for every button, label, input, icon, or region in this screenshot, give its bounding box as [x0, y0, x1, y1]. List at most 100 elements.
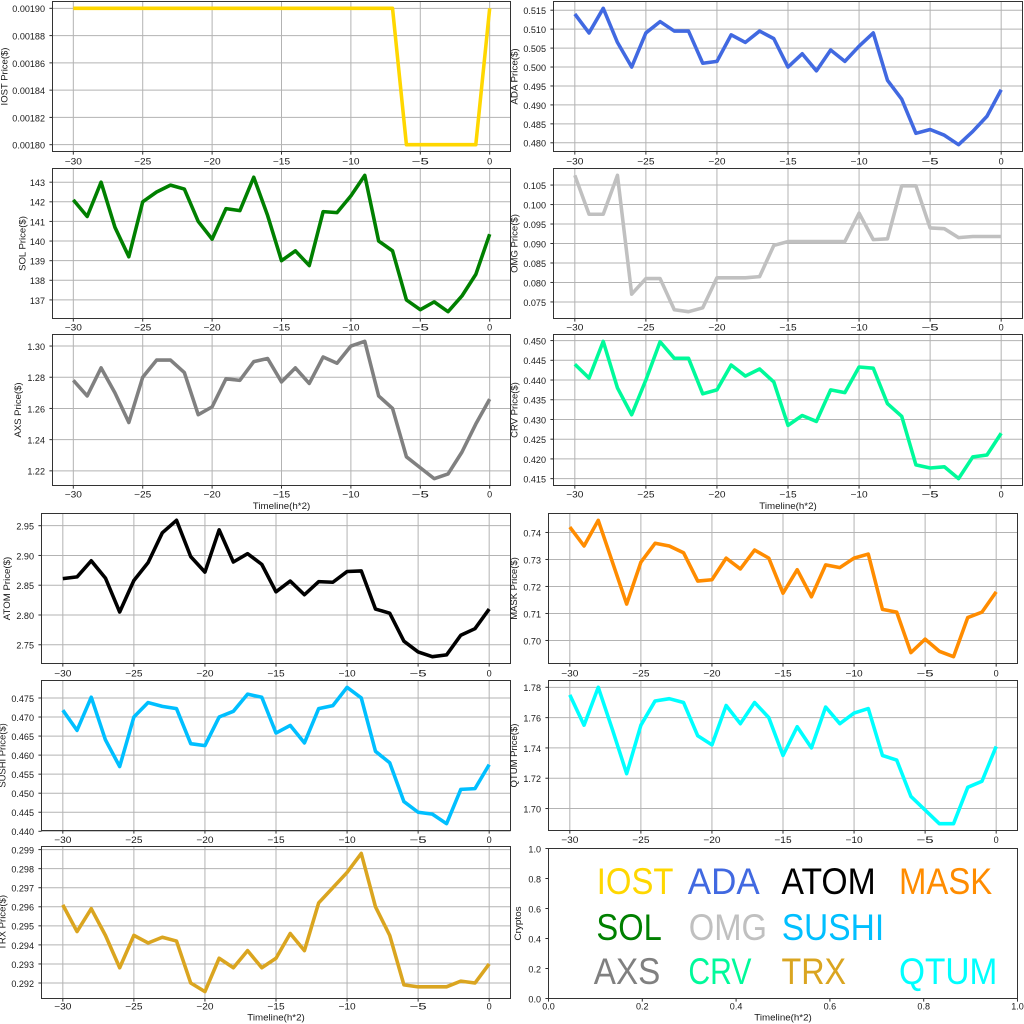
svg-text:−5: −5 — [917, 835, 934, 845]
svg-text:−5: −5 — [412, 157, 429, 167]
svg-text:−20: −20 — [196, 835, 213, 845]
svg-text:−30: −30 — [54, 835, 71, 845]
svg-text:2.80: 2.80 — [16, 611, 34, 621]
svg-text:−30: −30 — [566, 157, 583, 167]
svg-text:MASK: MASK — [899, 861, 992, 902]
svg-text:0.445: 0.445 — [523, 356, 546, 366]
svg-text:0.294: 0.294 — [11, 941, 34, 951]
svg-text:0.105: 0.105 — [523, 181, 546, 191]
svg-text:0.2: 0.2 — [636, 1001, 649, 1011]
svg-text:0: 0 — [487, 1001, 492, 1011]
svg-text:−5: −5 — [410, 835, 427, 845]
svg-text:0.420: 0.420 — [523, 455, 546, 465]
svg-text:AXS: AXS — [594, 951, 661, 992]
svg-text:ATOM: ATOM — [782, 861, 876, 902]
svg-text:OMG: OMG — [689, 907, 767, 948]
svg-text:0.4: 0.4 — [730, 1001, 743, 1011]
svg-text:0.480: 0.480 — [523, 139, 546, 149]
svg-text:0.465: 0.465 — [11, 732, 34, 742]
svg-text:0.440: 0.440 — [11, 827, 34, 837]
svg-text:0: 0 — [999, 157, 1004, 167]
svg-text:−5: −5 — [917, 669, 934, 679]
svg-text:Timeline(h*2): Timeline(h*2) — [253, 501, 311, 511]
svg-text:ADA Price($): ADA Price($) — [510, 48, 520, 104]
svg-text:0.440: 0.440 — [523, 376, 546, 386]
svg-text:0.298: 0.298 — [11, 865, 34, 875]
svg-text:−20: −20 — [204, 490, 221, 500]
svg-text:138: 138 — [30, 276, 45, 286]
svg-text:0.495: 0.495 — [523, 82, 546, 92]
svg-text:2.95: 2.95 — [16, 522, 34, 532]
svg-text:1.76: 1.76 — [523, 714, 541, 724]
svg-text:CRV Price($): CRV Price($) — [510, 382, 520, 438]
svg-text:−5: −5 — [410, 669, 427, 679]
svg-text:0.8: 0.8 — [528, 874, 541, 884]
svg-text:−10: −10 — [342, 157, 359, 167]
svg-text:Timeline(h*2): Timeline(h*2) — [247, 1013, 305, 1023]
svg-text:−10: −10 — [850, 323, 867, 333]
svg-text:0.490: 0.490 — [523, 101, 546, 111]
svg-text:−10: −10 — [342, 323, 359, 333]
svg-text:−10: −10 — [845, 669, 862, 679]
svg-text:−20: −20 — [703, 669, 720, 679]
svg-text:−25: −25 — [134, 490, 151, 500]
svg-text:0.70: 0.70 — [523, 636, 541, 646]
svg-text:−10: −10 — [338, 669, 355, 679]
svg-text:0.71: 0.71 — [523, 609, 541, 619]
svg-text:0.095: 0.095 — [523, 220, 546, 230]
svg-text:−25: −25 — [637, 490, 654, 500]
svg-text:−30: −30 — [561, 835, 578, 845]
svg-text:0.460: 0.460 — [11, 751, 34, 761]
svg-text:2.90: 2.90 — [16, 551, 34, 561]
svg-text:0: 0 — [487, 323, 492, 333]
svg-text:−25: −25 — [632, 835, 649, 845]
svg-text:MASK Price($): MASK Price($) — [509, 557, 519, 620]
svg-text:0.510: 0.510 — [523, 25, 546, 35]
svg-text:0.500: 0.500 — [523, 63, 546, 73]
svg-text:0: 0 — [487, 490, 492, 500]
svg-text:SUSHI Price($): SUSHI Price($) — [0, 723, 8, 787]
svg-text:1.26: 1.26 — [27, 404, 45, 414]
svg-text:−10: −10 — [338, 835, 355, 845]
svg-text:−30: −30 — [54, 669, 71, 679]
svg-text:0.293: 0.293 — [11, 960, 34, 970]
svg-text:−30: −30 — [54, 1001, 71, 1011]
svg-text:1.0: 1.0 — [528, 844, 541, 854]
svg-text:−20: −20 — [204, 157, 221, 167]
svg-text:0.00180: 0.00180 — [12, 141, 45, 151]
svg-text:0.455: 0.455 — [11, 770, 34, 780]
svg-text:0.475: 0.475 — [11, 694, 34, 704]
svg-text:0.415: 0.415 — [523, 475, 546, 485]
svg-text:0.090: 0.090 — [523, 239, 546, 249]
svg-text:−5: −5 — [412, 323, 429, 333]
svg-text:1.72: 1.72 — [523, 774, 541, 784]
svg-text:0.425: 0.425 — [523, 435, 546, 445]
svg-text:0.080: 0.080 — [523, 278, 546, 288]
svg-text:IOST: IOST — [597, 861, 674, 902]
svg-text:−30: −30 — [561, 669, 578, 679]
svg-text:0: 0 — [999, 323, 1004, 333]
svg-text:−25: −25 — [125, 1001, 142, 1011]
svg-text:−20: −20 — [708, 157, 725, 167]
svg-text:−20: −20 — [204, 323, 221, 333]
svg-text:139: 139 — [30, 257, 45, 267]
svg-text:−15: −15 — [273, 490, 290, 500]
svg-text:2.85: 2.85 — [16, 581, 34, 591]
svg-text:0: 0 — [994, 669, 999, 679]
svg-text:0.470: 0.470 — [11, 713, 34, 723]
svg-text:0.0: 0.0 — [542, 1001, 555, 1011]
svg-text:Timeline(h*2): Timeline(h*2) — [759, 501, 817, 511]
svg-text:Timeline(h*2): Timeline(h*2) — [754, 1012, 812, 1022]
svg-text:SOL: SOL — [596, 907, 661, 948]
svg-text:137: 137 — [30, 296, 45, 306]
svg-text:−20: −20 — [196, 669, 213, 679]
svg-text:0: 0 — [487, 157, 492, 167]
svg-text:0.74: 0.74 — [523, 528, 541, 538]
svg-text:TRX Price($): TRX Price($) — [0, 895, 8, 950]
svg-text:0: 0 — [994, 835, 999, 845]
svg-text:AXS Price($): AXS Price($) — [13, 382, 23, 437]
svg-text:143: 143 — [30, 178, 45, 188]
svg-text:−10: −10 — [845, 835, 862, 845]
svg-text:−15: −15 — [273, 157, 290, 167]
svg-text:−5: −5 — [922, 157, 939, 167]
